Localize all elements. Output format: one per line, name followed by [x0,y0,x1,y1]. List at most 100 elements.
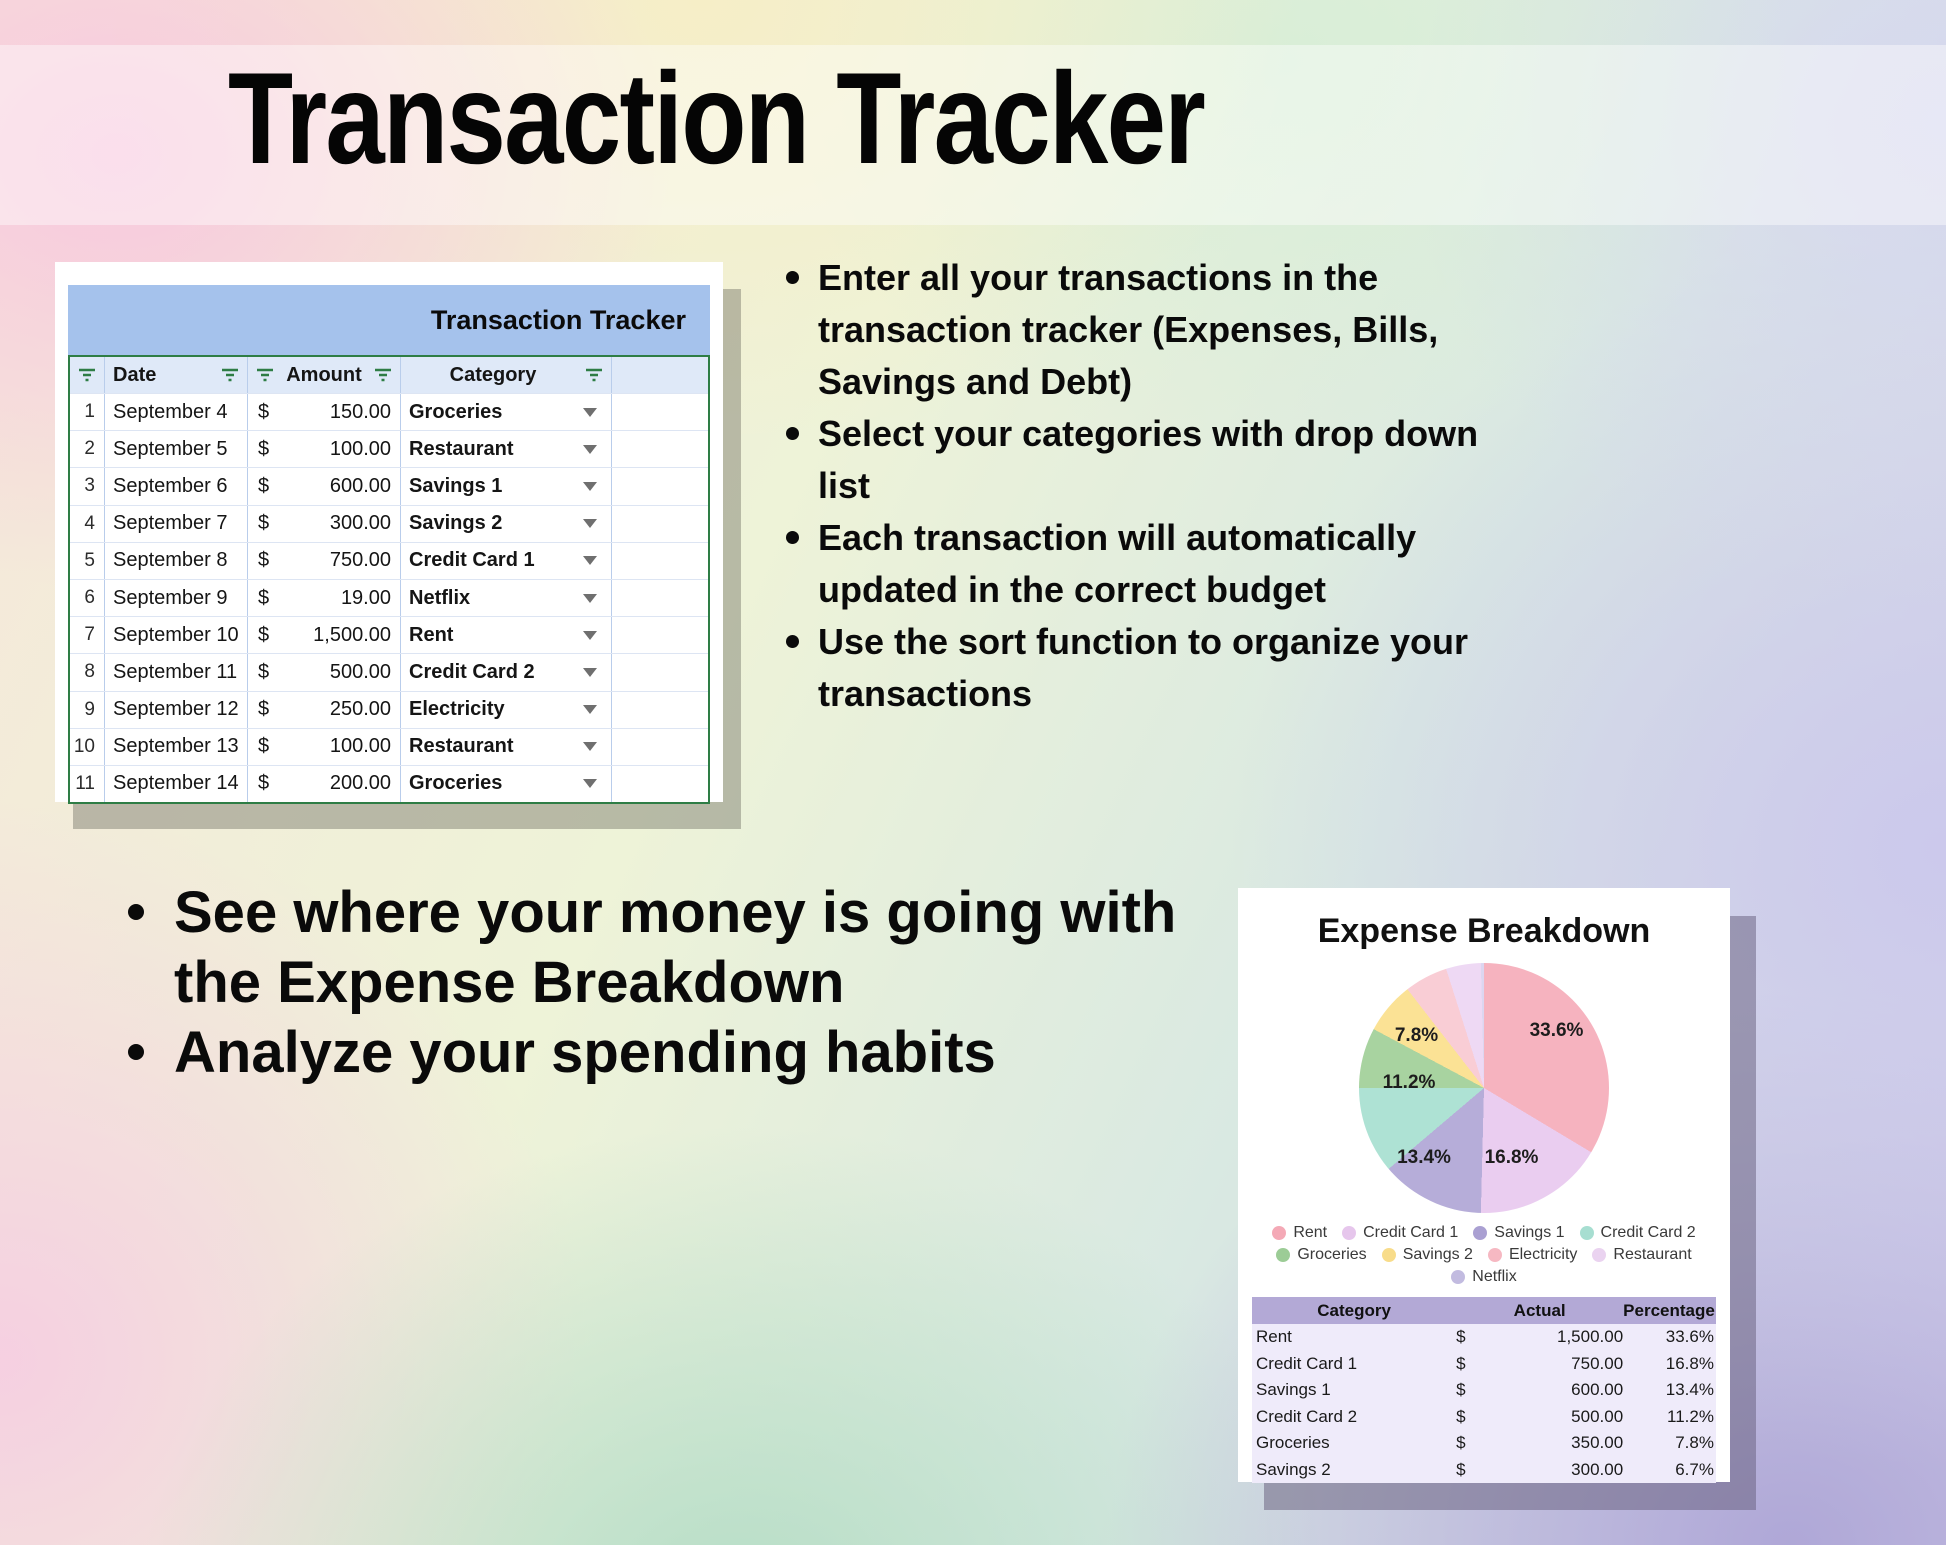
dropdown-arrow-icon[interactable] [583,779,597,789]
legend-color-dot [1473,1226,1488,1240]
dropdown-arrow-icon[interactable] [583,630,597,640]
category-cell[interactable]: Electricity [400,691,611,728]
amount-cell[interactable]: $ 300.00 [247,505,400,542]
category-cell[interactable]: Credit Card 2 [400,654,611,691]
transaction-row: 2 September 5 $ 100.00 Restaurant [70,430,708,468]
category-value: Savings 1 [409,474,503,497]
legend-item: Rent [1272,1223,1327,1243]
legend-label: Rent [1293,1224,1328,1241]
dropdown-arrow-icon[interactable] [583,742,597,752]
legend-color-dot [1579,1226,1594,1240]
currency-symbol: $ [258,735,270,758]
category-cell[interactable]: Restaurant [400,431,611,468]
row-number: 8 [84,661,95,683]
amount-value: 100.00 [329,735,391,758]
expense-percentage: 7.8% [1675,1433,1714,1453]
dropdown-arrow-icon[interactable] [583,444,597,454]
expense-category: Credit Card 1 [1256,1353,1358,1373]
transaction-row: 8 September 11 $ 500.00 Credit Card 2 [70,653,708,691]
filter-icon[interactable] [585,368,603,382]
expense-actual: 300.00 [1571,1459,1624,1479]
filter-icon[interactable] [256,368,274,382]
filter-icon[interactable] [78,368,96,382]
category-cell[interactable]: Netflix [400,579,611,617]
dropdown-arrow-icon[interactable] [583,407,597,417]
page-title: Transaction Tracker [228,45,1206,191]
amount-cell[interactable]: $ 1,500.00 [247,617,400,654]
expense-category: Groceries [1256,1433,1330,1453]
category-cell[interactable]: Savings 1 [400,468,611,505]
empty-cell [611,617,708,654]
amount-cell[interactable]: $ 250.00 [247,691,400,728]
legend-color-dot [1592,1248,1607,1262]
amount-value: 500.00 [329,660,391,683]
amount-cell[interactable]: $ 100.00 [247,728,400,765]
pie-slice-label: 13.4% [1397,1147,1451,1168]
empty-cell [611,542,708,579]
date-cell[interactable]: September 6 [104,468,247,505]
date-cell[interactable]: September 14 [104,765,247,803]
transaction-row: 7 September 10 $ 1,500.00 Rent [70,616,708,654]
expense-category: Savings 1 [1256,1380,1331,1400]
date-header-label: Date [113,363,157,386]
category-value: Rent [409,623,454,646]
row-filter-header-cell [70,357,104,393]
date-cell[interactable]: September 13 [104,728,247,765]
filter-icon[interactable] [221,368,239,382]
amount-column-header[interactable]: Amount [247,357,400,393]
empty-cell [611,579,708,617]
currency-symbol: $ [258,474,270,497]
expense-breakdown-title: Expense Breakdown [1317,912,1651,950]
expense-table-row: Credit Card 2 $ 500.00 11.2% [1252,1403,1716,1430]
expense-currency: $ [1456,1406,1466,1426]
date-cell[interactable]: September 9 [104,579,247,617]
row-number: 3 [84,475,95,497]
dropdown-arrow-icon[interactable] [583,705,597,715]
pie-slice-label: 33.6% [1529,1019,1584,1041]
transaction-row: 4 September 7 $ 300.00 Savings 2 [70,504,708,542]
amount-cell[interactable]: $ 600.00 [247,468,400,505]
transaction-row: 10 September 13 $ 100.00 Restaurant [70,727,708,765]
dropdown-arrow-icon[interactable] [583,667,597,677]
amount-cell[interactable]: $ 150.00 [247,394,400,431]
amount-cell[interactable]: $ 500.00 [247,654,400,691]
category-cell[interactable]: Rent [400,617,611,654]
empty-header-cell [611,357,708,393]
filter-icon[interactable] [374,368,392,382]
dropdown-arrow-icon[interactable] [583,593,597,603]
category-cell[interactable]: Restaurant [400,728,611,765]
category-cell[interactable]: Savings 2 [400,505,611,542]
date-column-header[interactable]: Date [104,357,247,393]
legend-label: Credit Card 1 [1363,1224,1459,1241]
expense-table-row: Savings 1 $ 600.00 13.4% [1252,1377,1716,1404]
expense-table-row: Groceries $ 350.00 7.8% [1252,1430,1716,1457]
category-cell[interactable]: Groceries [400,394,611,431]
amount-cell[interactable]: $ 200.00 [247,765,400,803]
dropdown-arrow-icon[interactable] [583,519,597,529]
date-cell[interactable]: September 7 [104,505,247,542]
legend-color-dot [1272,1226,1287,1240]
transaction-row: 11 September 14 $ 200.00 Groceries [70,764,708,803]
legend-item: Credit Card 2 [1579,1223,1696,1243]
category-column-header[interactable]: Category [400,357,611,393]
currency-symbol: $ [258,549,270,572]
date-cell[interactable]: September 12 [104,691,247,728]
category-value: Groceries [409,772,503,795]
category-cell[interactable]: Credit Card 1 [400,542,611,579]
amount-cell[interactable]: $ 750.00 [247,542,400,579]
dropdown-arrow-icon[interactable] [583,556,597,566]
empty-cell [611,394,708,431]
amount-cell[interactable]: $ 19.00 [247,579,400,617]
category-cell[interactable]: Groceries [400,765,611,803]
table-header-row: Date Amount Category [70,357,708,393]
date-cell[interactable]: September 8 [104,542,247,579]
amount-cell[interactable]: $ 100.00 [247,431,400,468]
date-cell[interactable]: September 4 [104,394,247,431]
date-cell[interactable]: September 5 [104,431,247,468]
dropdown-arrow-icon[interactable] [583,481,597,491]
expense-currency: $ [1456,1433,1466,1453]
legend-row: Rent Credit Card 1 Savings 1 Credit Card… [1238,1223,1730,1243]
expense-percentage: 33.6% [1665,1327,1714,1347]
date-cell[interactable]: September 10 [104,617,247,654]
date-cell[interactable]: September 11 [104,654,247,691]
